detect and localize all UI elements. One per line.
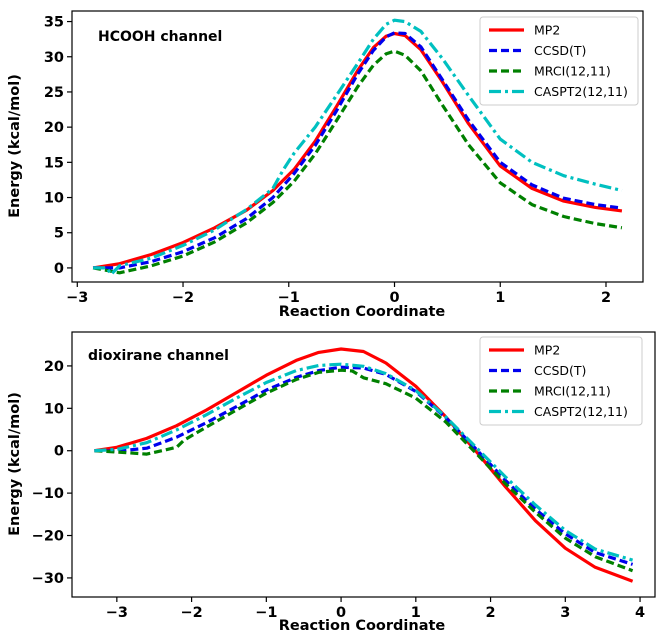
plot-area-frame [71, 331, 656, 598]
y-tick-label: 10 [44, 401, 64, 417]
x-tick-label: 0 [336, 605, 346, 621]
legend: MP2 CCSD(T) MRCI(12,11) CASPT2(12,11) [479, 336, 643, 426]
series-line-mp2 [92, 31, 623, 270]
x-tick-label: 2 [601, 290, 611, 306]
panel-title: dioxirane channel [88, 348, 229, 364]
y-tick-label: 0 [54, 444, 64, 460]
legend: MP2 CCSD(T) MRCI(12,11) CASPT2(12,11) [479, 16, 639, 106]
y-tick-label: −30 [32, 571, 64, 587]
plot-area-frame [71, 10, 644, 283]
x-tick-label: 2 [486, 605, 496, 621]
y-tick-label: 0 [54, 261, 64, 277]
x-tick-label: 4 [635, 605, 645, 621]
y-axis-label: Energy (kcal/mol) [7, 74, 23, 218]
x-tick-label: −2 [180, 605, 202, 621]
y-tick-label: 25 [44, 85, 64, 101]
legend-label: CCSD(T) [534, 43, 586, 58]
y-tick-label: 30 [44, 50, 64, 66]
series-line-caspt2-12-11 [94, 362, 634, 562]
x-tick-label: −1 [255, 605, 277, 621]
y-tick-label: 10 [44, 191, 64, 207]
x-tick-label: 3 [560, 605, 570, 621]
x-axis-label: Reaction Coordinate [279, 618, 446, 634]
x-tick-label: 1 [495, 290, 505, 306]
y-tick-label: −10 [32, 486, 64, 502]
series-line-ccsd-t [93, 31, 623, 270]
legend-box [479, 336, 643, 426]
legend-label: CASPT2(12,11) [534, 84, 628, 99]
y-tick-label: −20 [32, 529, 64, 545]
x-tick-label: −3 [66, 290, 88, 306]
legend-label: MP2 [534, 23, 560, 38]
legend-label: CASPT2(12,11) [534, 404, 628, 419]
x-tick-label: −1 [278, 290, 300, 306]
legend-label: CCSD(T) [534, 363, 586, 378]
y-tick-label: 20 [44, 120, 64, 136]
y-tick-label: 20 [44, 359, 64, 375]
x-tick-label: −3 [106, 605, 128, 621]
y-tick-label: 5 [54, 226, 64, 242]
series-line-ccsd-t [94, 365, 634, 566]
legend-label: MRCI(12,11) [534, 64, 611, 79]
y-axis-label: Energy (kcal/mol) [7, 392, 23, 536]
legend-box [479, 16, 639, 106]
panel-title: HCOOH channel [98, 29, 222, 45]
series-line-mrci-12-11 [92, 49, 623, 275]
x-tick-label: 1 [411, 605, 421, 621]
x-axis-label: Reaction Coordinate [279, 304, 446, 320]
series-line-caspt2-12-11 [93, 18, 623, 276]
series-line-mp2 [94, 347, 634, 583]
x-tick-label: 0 [389, 290, 399, 306]
y-tick-label: 15 [44, 155, 64, 171]
legend-label: MRCI(12,11) [534, 384, 611, 399]
legend-label: MP2 [534, 343, 560, 358]
series-line-mrci-12-11 [94, 368, 634, 573]
x-tick-label: −2 [172, 290, 194, 306]
y-tick-label: 35 [44, 15, 64, 31]
